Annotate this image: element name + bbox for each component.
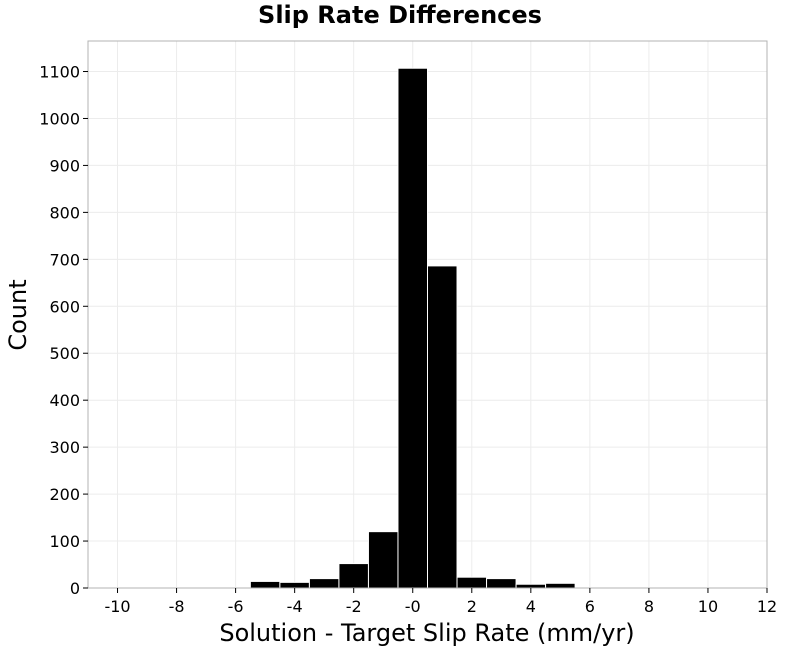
histogram-bar — [427, 265, 458, 589]
x-tick-label: 6 — [585, 597, 595, 616]
y-tick-label: 900 — [49, 156, 80, 175]
x-tick-label: -10 — [104, 597, 130, 616]
x-axis-ticks: -10 -8 -6 -4 -2 -0 2 4 6 8 10 12 — [104, 588, 777, 616]
histogram-bar — [515, 583, 547, 589]
x-tick-label: 2 — [467, 597, 477, 616]
y-tick-label: 400 — [49, 391, 80, 410]
x-tick-label: -6 — [228, 597, 244, 616]
x-tick-label: 4 — [526, 597, 536, 616]
x-tick-label: -2 — [346, 597, 362, 616]
y-axis-label: Count — [4, 279, 32, 350]
histogram-bar — [545, 582, 576, 589]
y-tick-label: 1100 — [39, 63, 80, 82]
histogram-bar — [486, 578, 517, 589]
y-tick-label: 300 — [49, 438, 80, 457]
plot-frame — [87, 40, 768, 589]
y-tick-label: 200 — [49, 485, 80, 504]
bars — [102, 67, 724, 589]
x-tick-label: 10 — [698, 597, 718, 616]
histogram-bar — [456, 576, 488, 589]
y-tick-label: 500 — [49, 344, 80, 363]
y-tick-label: 800 — [49, 203, 80, 222]
y-tick-label: 600 — [49, 297, 80, 316]
y-tick-label: 0 — [70, 579, 80, 598]
x-tick-label: 12 — [757, 597, 777, 616]
chart-title: Slip Rate Differences — [258, 1, 542, 29]
x-axis-label: Solution - Target Slip Rate (mm/yr) — [219, 619, 634, 647]
histogram-bar — [338, 563, 369, 589]
x-tick-label: -8 — [169, 597, 185, 616]
histogram-bar — [279, 581, 310, 589]
y-tick-label: 1000 — [39, 109, 80, 128]
histogram-bar — [397, 67, 429, 589]
histogram-bar — [367, 531, 399, 589]
x-tick-label: -0 — [405, 597, 421, 616]
y-axis-ticks: 0 100 200 300 400 500 600 700 800 900 1000 1100 — [39, 63, 88, 598]
x-tick-label: 8 — [644, 597, 654, 616]
y-tick-label: 700 — [49, 250, 80, 269]
x-tick-label: -4 — [287, 597, 303, 616]
y-tick-label: 100 — [49, 532, 80, 551]
histogram-bar — [249, 580, 281, 589]
histogram-bar — [308, 578, 340, 589]
